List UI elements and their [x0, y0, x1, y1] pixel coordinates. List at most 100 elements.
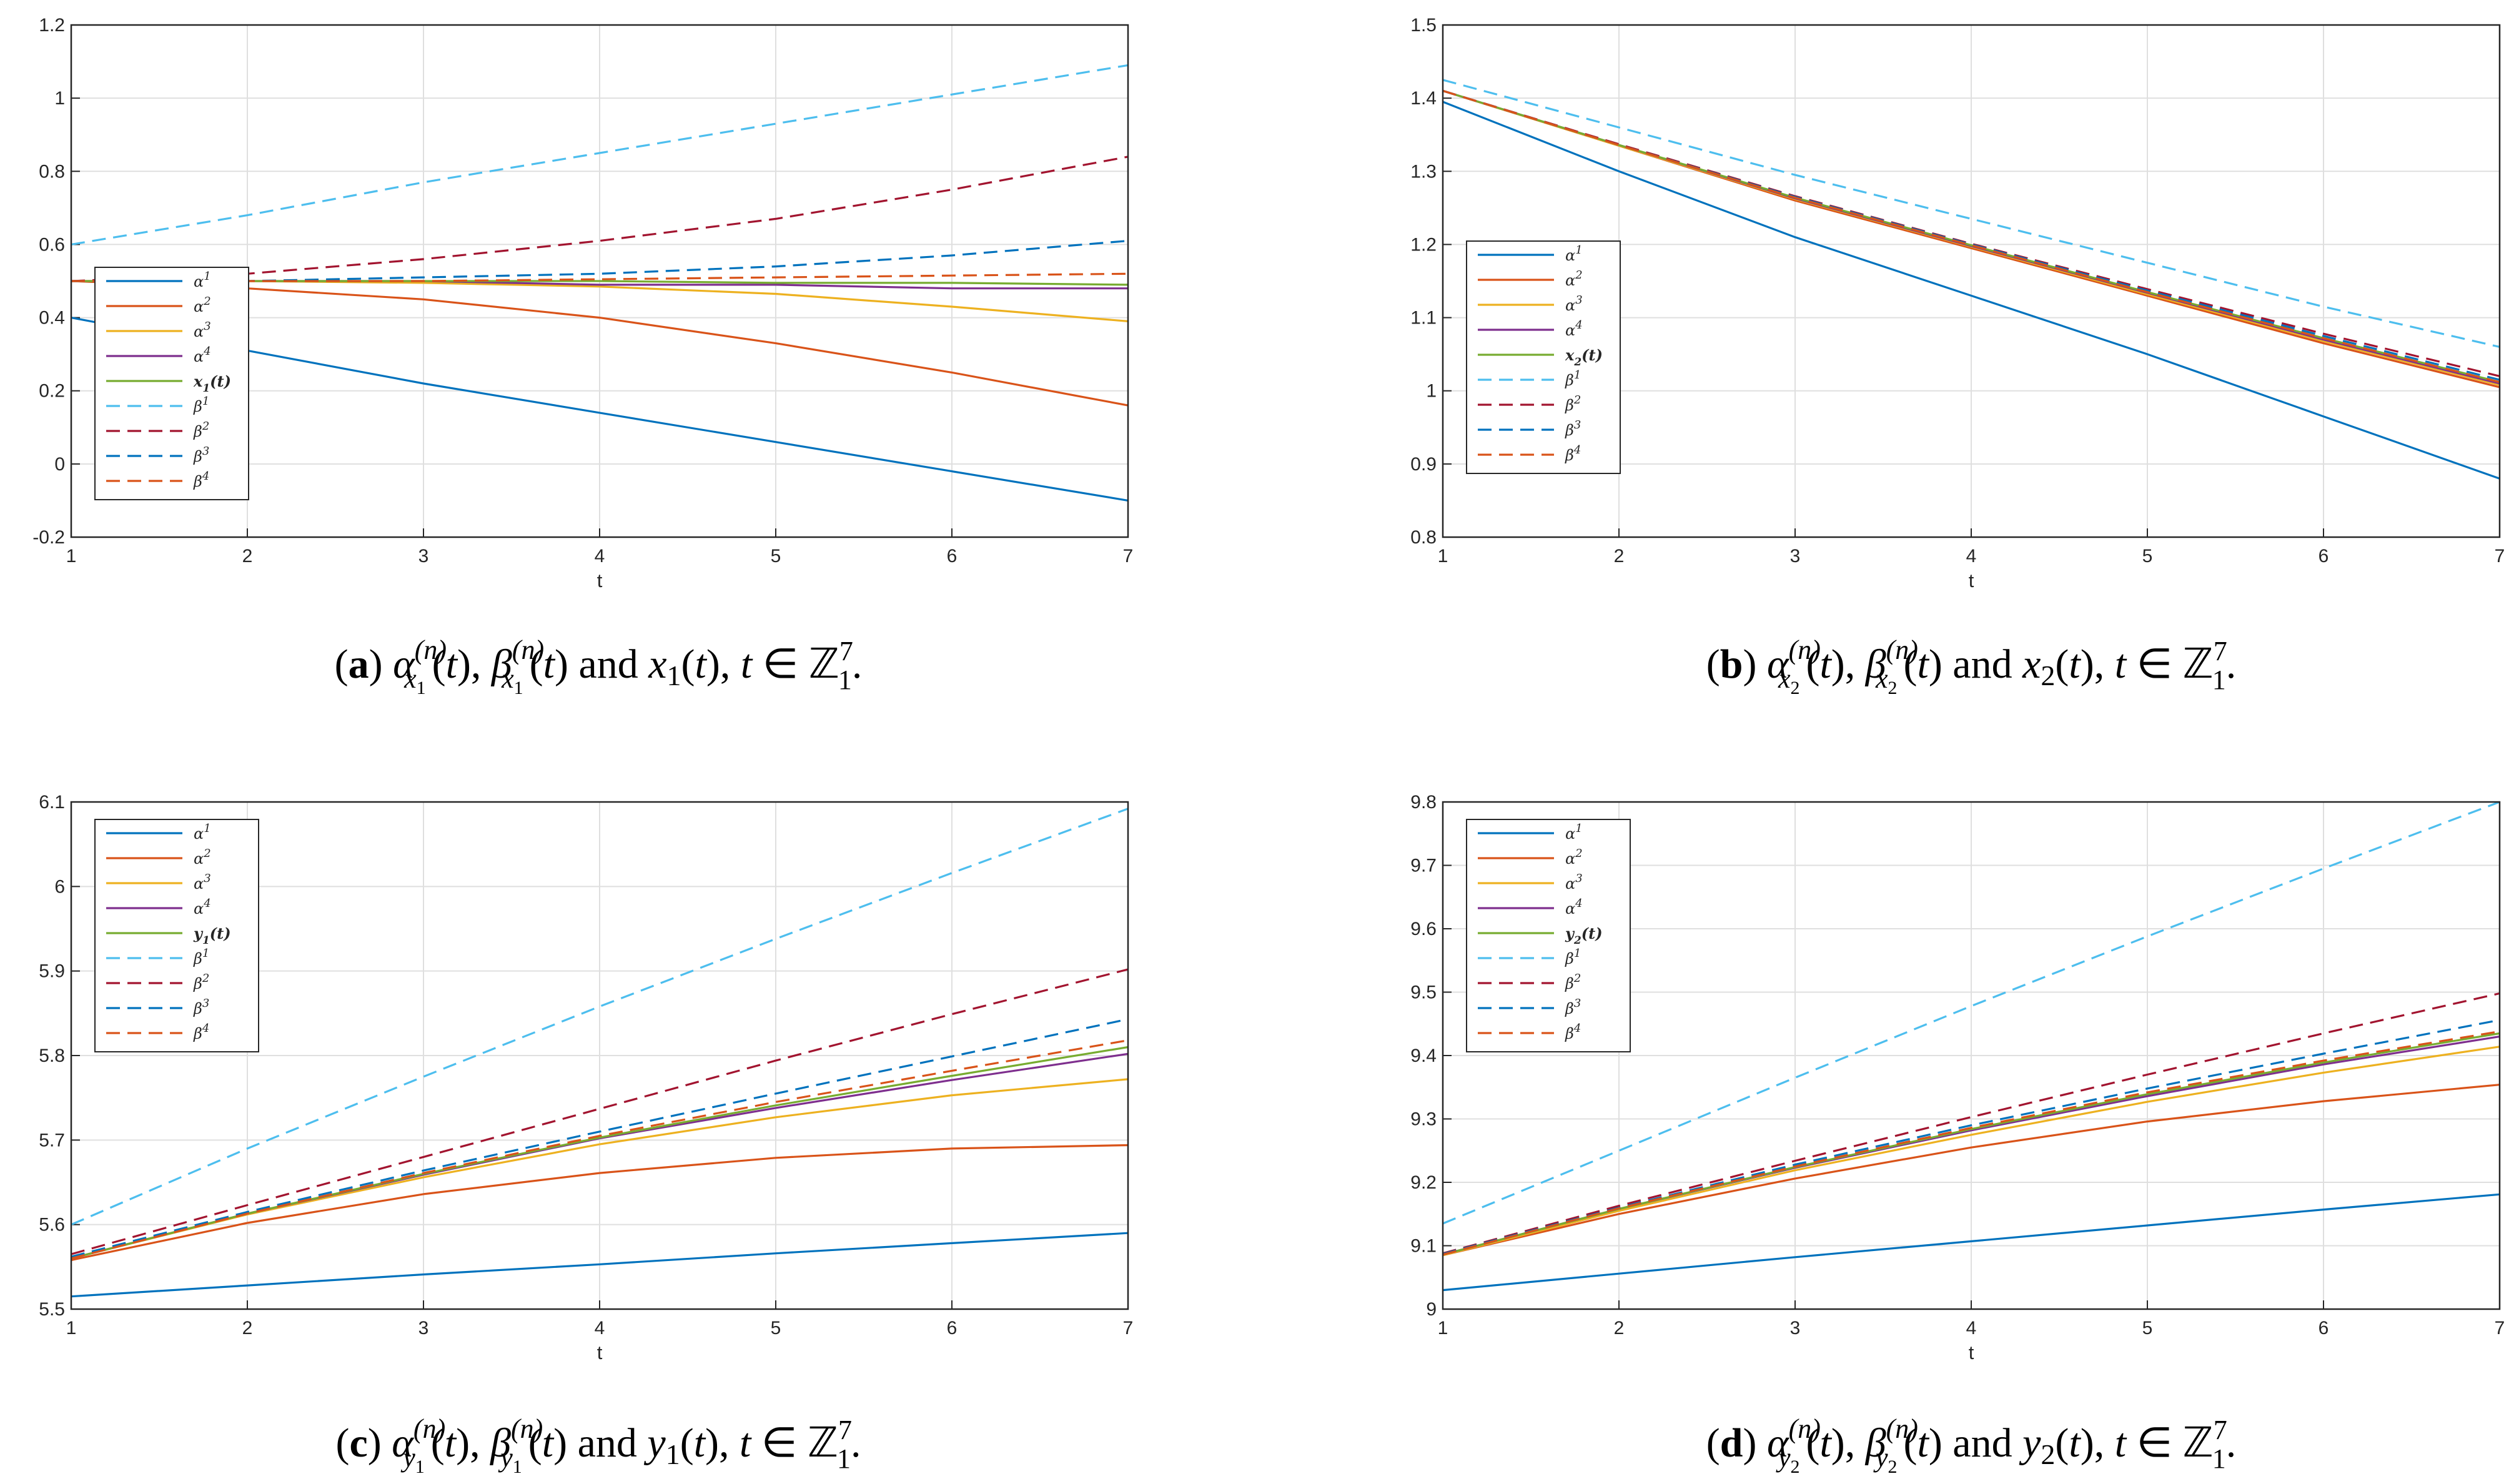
- y-tick-label: 0.4: [39, 308, 65, 329]
- legend-label: α4: [194, 345, 211, 365]
- x-tick-label: 5: [771, 1318, 781, 1338]
- x-tick-label: 3: [418, 546, 429, 566]
- series-line-β1: [71, 808, 1129, 1226]
- legend: α1 α2 α3 α4 y2(t)β1 β2 β3 β4: [1466, 819, 1631, 1052]
- x-tick-label: 2: [242, 1318, 253, 1338]
- legend: α1 α2 α3 α4 x1(t)β1 β2 β3 β4: [94, 267, 249, 500]
- y-tick-label: 1: [54, 88, 65, 109]
- y-tick-label: 9.1: [1410, 1236, 1437, 1257]
- legend: α1 α2 α3 α4 y1(t)β1 β2 β3 β4: [94, 819, 259, 1052]
- y-tick-label: 9.3: [1410, 1109, 1437, 1130]
- y-tick-label: 9.5: [1410, 982, 1437, 1003]
- y-tick-label: 9.7: [1410, 856, 1437, 876]
- x-tick-label: 1: [1438, 546, 1448, 566]
- legend-label: α4: [1565, 319, 1583, 339]
- legend-label: α3: [1565, 294, 1583, 314]
- series-line-α2: [71, 1144, 1129, 1262]
- y-tick-label: 1.3: [1410, 161, 1437, 182]
- x-tick-label: 6: [2319, 546, 2329, 566]
- legend-label: α4: [194, 897, 211, 918]
- series-line-α1: [71, 1232, 1129, 1298]
- chart-panel-a: 1 2 3 4 5 6 7 -0.2 0 0.2 0.4 0.6 0.8 1 1.2 t α1 α2 α3 α4 x1(…: [32, 15, 1133, 698]
- legend-label: y2(t): [1565, 924, 1603, 947]
- axes-frame: [70, 801, 1129, 1310]
- y-tick-label: 0.8: [39, 161, 65, 182]
- legend-label: x2(t): [1565, 346, 1603, 369]
- x-tick-label: 3: [1790, 1318, 1801, 1338]
- series-line-α1: [1442, 1193, 2500, 1292]
- chart-panel-c: 1 2 3 4 5 6 7 5.5 5.6 5.7 5.8 5.9 6 6.1 t α1 α2 α3 α4 y1(t)…: [39, 792, 1133, 1477]
- legend-label: α2: [194, 847, 211, 868]
- x-tick-label: 7: [2495, 1318, 2505, 1338]
- legend-label: α1: [194, 270, 211, 290]
- x-tick-label: 6: [947, 546, 958, 566]
- x-tick-label: 4: [1966, 546, 1977, 566]
- chart-panel-b: 1 2 3 4 5 6 7 0.8 0.9 1 1.1 1.2 1.3 1.4 1.5 t α1 α2 α3 α4 x2…: [1410, 15, 2505, 698]
- legend-label: β4: [193, 470, 209, 490]
- series-line-β2: [1442, 992, 2500, 1255]
- y-tick-label: 5.9: [39, 961, 65, 982]
- y-tick-label: 5.8: [39, 1046, 65, 1066]
- y-tick-label: 1.2: [1410, 234, 1437, 255]
- y-tick-label: 0.2: [39, 381, 65, 402]
- y-tick-label: -0.2: [32, 527, 65, 548]
- legend-label: α3: [194, 872, 211, 893]
- series-line-α2: [1442, 1084, 2500, 1257]
- x-tick-label: 1: [66, 1318, 77, 1338]
- x-tick-label: 1: [66, 546, 77, 566]
- legend-label: β4: [1565, 1022, 1581, 1042]
- x-tick-label: 5: [2142, 1318, 2153, 1338]
- y-tick-label: 0.9: [1410, 454, 1437, 475]
- y-tick-label: 0: [54, 454, 65, 475]
- x-axis-label: t: [1969, 570, 1974, 591]
- y-tick-label: 1.2: [39, 15, 65, 36]
- legend-label: β1: [193, 947, 209, 967]
- legend-label: x1(t): [193, 372, 231, 395]
- legend-label: β2: [193, 972, 209, 992]
- legend-label: β1: [1565, 369, 1581, 389]
- legend-label: α2: [194, 295, 211, 315]
- x-tick-label: 6: [2319, 1318, 2329, 1338]
- legend-box: [1466, 819, 1631, 1052]
- x-tick-label: 3: [418, 1318, 429, 1338]
- y-tick-label: 9.2: [1410, 1172, 1437, 1193]
- legend-label: β2: [1565, 972, 1581, 992]
- figure-caption: (a) α(n) x1(t), β(n) x1(t) and x1(t), t ∈ …: [335, 635, 863, 698]
- x-tick-label: 2: [242, 546, 253, 566]
- legend-label: α2: [1565, 847, 1583, 868]
- series-line-β2: [1442, 89, 2500, 377]
- y-tick-label: 9.4: [1410, 1046, 1437, 1066]
- legend-label: α1: [194, 822, 211, 843]
- series-line-α1: [1442, 101, 2500, 480]
- x-tick-label: 1: [1438, 1318, 1448, 1338]
- x-tick-label: 7: [1123, 546, 1134, 566]
- x-tick-label: 5: [2142, 546, 2153, 566]
- y-tick-label: 1: [1426, 381, 1437, 402]
- x-tick-label: 5: [771, 546, 781, 566]
- x-tick-label: 2: [1614, 546, 1625, 566]
- x-tick-label: 3: [1790, 546, 1801, 566]
- figure-caption: (c) α(n) y1(t), β(n) y1(t) and y1(t), t ∈ …: [336, 1413, 861, 1477]
- y-tick-label: 9.6: [1410, 919, 1437, 939]
- axes-frame: [1442, 24, 2501, 538]
- y-tick-label: 9: [1426, 1299, 1437, 1320]
- series-line-β4: [1442, 1030, 2500, 1256]
- y-tick-label: 5.5: [39, 1299, 65, 1320]
- legend-label: α3: [194, 320, 211, 340]
- legend-label: α3: [1565, 872, 1583, 893]
- x-tick-label: 6: [947, 1318, 958, 1338]
- series-line-α3: [1442, 1046, 2500, 1257]
- x-axis-label: t: [597, 570, 603, 591]
- legend-label: β1: [1565, 947, 1581, 967]
- legend-label: α4: [1565, 897, 1583, 918]
- figure-caption: (b) α(n) x2(t), β(n) x2(t) and x2(t), t ∈ …: [1706, 635, 2236, 698]
- y-tick-label: 5.7: [39, 1130, 65, 1150]
- legend-label: α1: [1565, 244, 1583, 264]
- y-tick-label: 1.5: [1410, 15, 1437, 36]
- y-tick-label: 5.6: [39, 1215, 65, 1235]
- x-axis-label: t: [597, 1342, 603, 1363]
- x-tick-label: 7: [1123, 1318, 1134, 1338]
- series-line-β3: [1442, 89, 2500, 381]
- y-tick-label: 9.8: [1410, 792, 1437, 813]
